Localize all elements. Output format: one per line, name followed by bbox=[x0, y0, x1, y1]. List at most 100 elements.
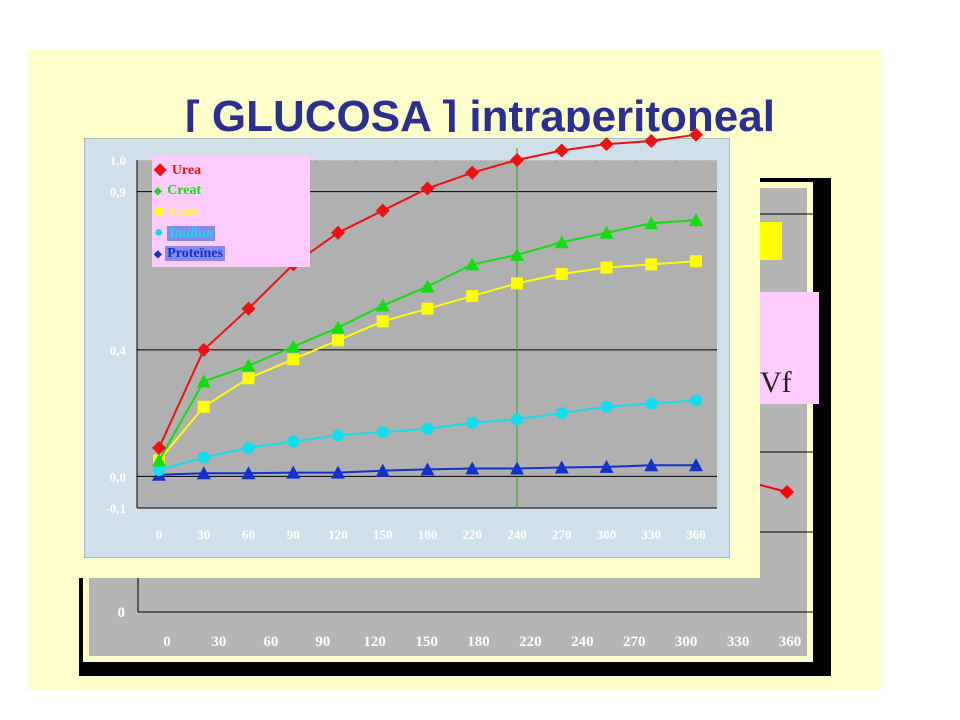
background-x-tick-label: 180 bbox=[467, 634, 490, 650]
legend-diamond-icon: ◆ bbox=[154, 186, 162, 197]
background-x-tick-label: 30 bbox=[211, 634, 226, 650]
legend-label: Urat bbox=[169, 205, 198, 220]
legend-item-urat: ■ Urat bbox=[154, 203, 199, 221]
legend-square-icon: ■ bbox=[154, 203, 164, 220]
legend-circle-icon: ● bbox=[154, 224, 164, 241]
data-point-inulina bbox=[287, 435, 300, 448]
background-x-tick-label: 90 bbox=[315, 634, 330, 650]
background-x-tick-label: 330 bbox=[727, 634, 750, 650]
data-point-creat bbox=[644, 216, 659, 230]
data-point-inulina bbox=[242, 441, 255, 454]
background-x-tick-label: 60 bbox=[263, 634, 278, 650]
legend-label: Creat bbox=[167, 183, 202, 198]
background-x-tick-label: 120 bbox=[363, 634, 386, 650]
x-tick-label: 300 bbox=[597, 527, 617, 542]
data-point-urea bbox=[375, 203, 390, 218]
data-point-creat bbox=[465, 257, 480, 271]
legend-item-creat: ◆ Creat bbox=[154, 182, 203, 200]
data-point-urea bbox=[331, 225, 345, 240]
data-point-protenes bbox=[689, 458, 703, 472]
background-y-tick-label: 0 bbox=[118, 605, 126, 621]
data-point-urat bbox=[645, 258, 658, 271]
data-point-urat bbox=[242, 372, 255, 385]
data-point-urea bbox=[465, 165, 480, 180]
background-vf-text: Vf bbox=[760, 366, 792, 399]
data-point-urea bbox=[554, 143, 569, 158]
y-tick-label: 0,9 bbox=[110, 185, 127, 200]
background-yellow-box bbox=[760, 222, 782, 260]
x-tick-label: 360 bbox=[686, 527, 706, 542]
data-point-creat bbox=[241, 358, 256, 372]
y-tick-label: 1,0 bbox=[110, 153, 126, 168]
data-point-inulina bbox=[690, 394, 702, 407]
data-point-urat bbox=[376, 315, 389, 328]
data-point-protenes bbox=[465, 461, 480, 475]
x-tick-label: 270 bbox=[552, 527, 572, 542]
data-point-inulina bbox=[421, 422, 434, 435]
x-tick-label: 330 bbox=[642, 527, 662, 542]
legend-diamond-icon: ◆ bbox=[154, 249, 162, 260]
x-tick-label: 90 bbox=[287, 527, 300, 542]
legend-label: Proteïnes bbox=[165, 246, 225, 261]
x-tick-label: 120 bbox=[328, 527, 348, 542]
background-x-tick-label: 150 bbox=[415, 634, 438, 650]
data-point-protenes bbox=[420, 462, 435, 476]
data-point-urea bbox=[196, 342, 211, 357]
data-point-creat bbox=[152, 453, 166, 467]
data-point-protenes bbox=[241, 466, 256, 480]
data-point-protenes bbox=[331, 465, 345, 479]
data-point-inulina bbox=[153, 464, 165, 477]
data-point-protenes bbox=[554, 460, 569, 474]
data-point-creat bbox=[420, 279, 435, 293]
background-pink-box bbox=[755, 292, 819, 404]
data-point-urat bbox=[332, 334, 344, 347]
y-tick-label: 0,0 bbox=[110, 469, 126, 484]
legend-item-urea: ◆ Urea bbox=[154, 161, 203, 179]
background-x-tick-label: 0 bbox=[163, 634, 171, 650]
x-tick-label: 60 bbox=[242, 527, 255, 542]
data-point-creat bbox=[599, 225, 614, 239]
data-point-inulina bbox=[645, 397, 658, 410]
background-x-tick-label: 300 bbox=[675, 634, 698, 650]
y-tick-label: 0,4 bbox=[110, 343, 127, 358]
data-point-urea bbox=[689, 127, 703, 142]
data-point-urat bbox=[690, 255, 702, 268]
data-point-inulina bbox=[197, 451, 210, 464]
data-point-protenes bbox=[375, 463, 390, 477]
data-point-urat bbox=[511, 277, 523, 290]
x-tick-label: 240 bbox=[507, 527, 527, 542]
data-point-creat bbox=[554, 235, 569, 249]
data-point-protenes bbox=[510, 461, 524, 475]
data-point-inulina bbox=[332, 429, 344, 442]
data-point-urat bbox=[287, 353, 300, 366]
legend-diamond-icon: ◆ bbox=[154, 161, 167, 178]
background-x-tick-label: 270 bbox=[623, 634, 646, 650]
data-point-protenes bbox=[644, 458, 659, 472]
data-point-creat bbox=[286, 339, 301, 353]
data-point-protenes bbox=[196, 466, 211, 480]
x-tick-label: 0 bbox=[156, 527, 163, 542]
data-point-creat bbox=[689, 213, 703, 227]
data-point-urat bbox=[555, 267, 568, 280]
data-point-urat bbox=[466, 290, 479, 303]
data-point-inulina bbox=[555, 407, 568, 420]
data-point-creat bbox=[510, 247, 524, 261]
data-point-creat bbox=[331, 320, 345, 334]
data-point-urea bbox=[420, 181, 435, 196]
legend-label: Urea bbox=[171, 163, 202, 178]
data-point-inulina bbox=[600, 400, 613, 413]
data-point-urea bbox=[644, 134, 659, 149]
data-point-urea bbox=[241, 301, 256, 316]
legend-item-proteines: ◆ Proteïnes bbox=[154, 245, 225, 263]
background-x-tick-label: 360 bbox=[779, 634, 802, 650]
data-point-inulina bbox=[376, 426, 389, 439]
data-point-creat bbox=[196, 374, 211, 388]
x-tick-label: 180 bbox=[418, 527, 438, 542]
x-tick-label: 220 bbox=[463, 527, 483, 542]
data-point-urat bbox=[197, 400, 210, 413]
legend-item-inulina: ● Inulina bbox=[154, 224, 215, 242]
x-tick-label: 150 bbox=[373, 527, 393, 542]
chart-legend: ◆ Urea ◆ Creat ■ Urat ● Inulina ◆ Proteï… bbox=[152, 155, 310, 267]
x-tick-label: 30 bbox=[197, 527, 210, 542]
